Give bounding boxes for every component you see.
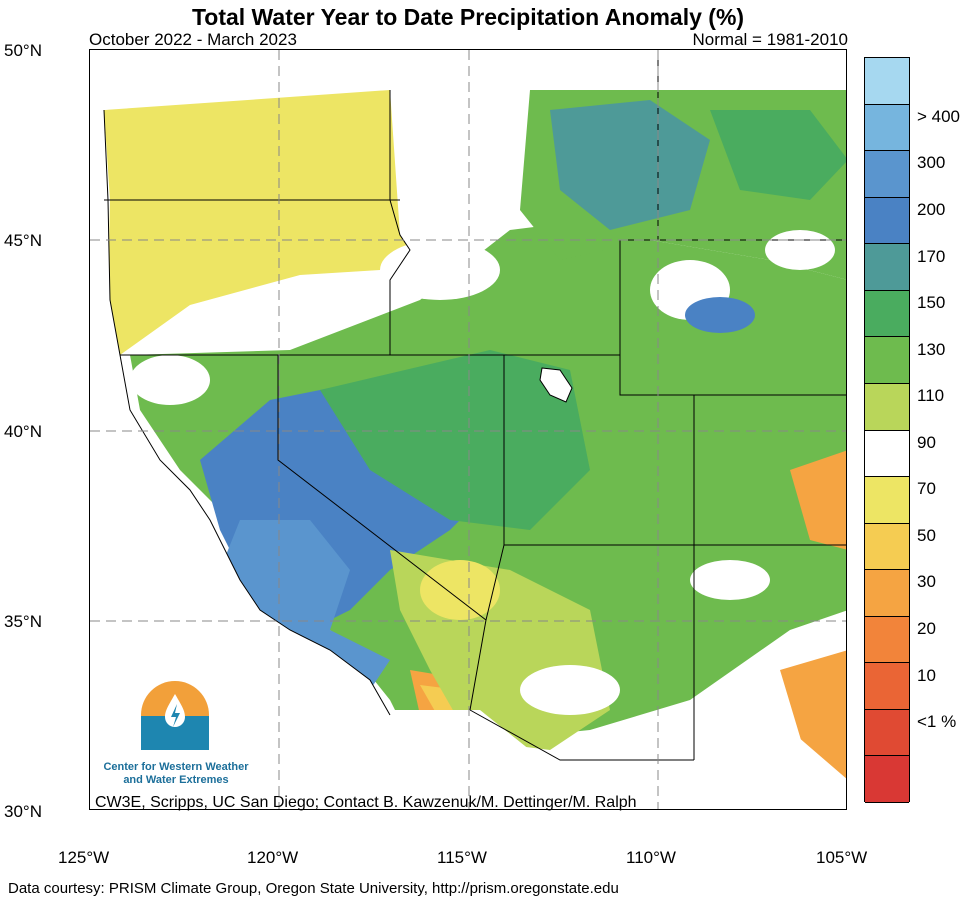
anomaly-region <box>320 350 590 530</box>
y-tick-label: 30°N <box>4 802 42 821</box>
coastline <box>103 109 391 716</box>
legend-label: 50 <box>917 525 936 545</box>
map-canvas <box>90 50 846 809</box>
legend-swatch <box>865 197 909 245</box>
legend-swatch <box>865 663 909 710</box>
y-tick-label: 35°N <box>4 612 42 631</box>
border-line <box>277 355 487 621</box>
x-tick-label: 105°W <box>816 848 868 867</box>
legend-swatch <box>865 383 909 431</box>
map-title: Total Water Year to Date Precipitation A… <box>191 4 745 30</box>
border-line <box>389 199 411 355</box>
anomaly-region <box>765 230 835 270</box>
legend-swatch <box>865 756 909 803</box>
legend-label: > 400 <box>917 106 961 126</box>
y-tick-label: 45°N <box>4 231 42 250</box>
legend-swatch <box>865 616 909 664</box>
legend-swatch <box>865 337 909 384</box>
anomaly-region <box>790 450 846 550</box>
x-tick-label: 120°W <box>247 848 299 867</box>
state-borders <box>104 50 846 761</box>
anomaly-region <box>520 665 620 715</box>
x-tick-label: 115°W <box>437 848 487 867</box>
anomaly-region <box>90 650 846 809</box>
legend-swatch <box>865 570 909 617</box>
anomaly-region <box>690 560 770 600</box>
legend-label: <1 % <box>917 712 957 732</box>
cw3e-logo-icon <box>141 681 209 750</box>
period-subtitle: October 2022 - March 2023 <box>89 30 297 49</box>
logo-text-line2: and Water Extremes <box>123 774 229 786</box>
legend-label: 20 <box>917 619 936 639</box>
legend-label: 30 <box>917 572 936 592</box>
legend-label: 170 <box>917 246 946 266</box>
legend-label: 110 <box>917 386 945 406</box>
great-salt-lake <box>539 367 573 403</box>
logo-text-line1: Center for Western Weather <box>103 761 249 773</box>
anomaly-region <box>685 297 755 333</box>
y-tick-label: 40°N <box>4 422 42 441</box>
anomaly-region <box>780 650 846 789</box>
legend-swatch <box>865 477 909 524</box>
border-line <box>469 355 505 711</box>
graticule <box>90 50 846 809</box>
x-tick-label: 125°W <box>58 848 110 867</box>
legend-label: 70 <box>917 479 936 499</box>
legend-label: 90 <box>917 432 936 452</box>
border-line <box>469 709 694 761</box>
legend-swatch <box>865 290 909 338</box>
border-line <box>619 240 846 396</box>
anomaly-region <box>550 100 710 230</box>
normal-subtitle: Normal = 1981-2010 <box>692 30 848 49</box>
anomaly-region <box>130 355 210 405</box>
pacific-ocean <box>90 50 846 710</box>
anomaly-region <box>104 90 410 355</box>
legend-swatch <box>865 430 909 478</box>
legend-label: 10 <box>917 665 936 685</box>
data-source-footer: Data courtesy: PRISM Climate Group, Oreg… <box>8 880 619 897</box>
y-tick-label: 50°N <box>4 41 42 60</box>
anomaly-region <box>710 110 846 200</box>
legend-swatch <box>865 58 909 105</box>
anomaly-region <box>380 240 500 300</box>
color-legend <box>864 57 910 803</box>
legend-swatch <box>865 709 909 757</box>
legend-label: 130 <box>917 339 946 359</box>
legend-swatch <box>865 523 909 571</box>
precipitation-anomaly-map <box>89 49 847 810</box>
legend-label: 150 <box>917 293 946 313</box>
x-tick-label: 110°W <box>626 848 676 867</box>
legend-label: 200 <box>917 199 946 219</box>
legend-swatch <box>865 104 909 152</box>
anomaly-region <box>420 560 500 620</box>
legend-swatch <box>865 151 909 198</box>
anomaly-region <box>220 520 390 690</box>
legend-swatch <box>865 244 909 291</box>
legend-label: 300 <box>917 153 946 173</box>
credit-text: CW3E, Scripps, UC San Diego; Contact B. … <box>95 794 637 811</box>
